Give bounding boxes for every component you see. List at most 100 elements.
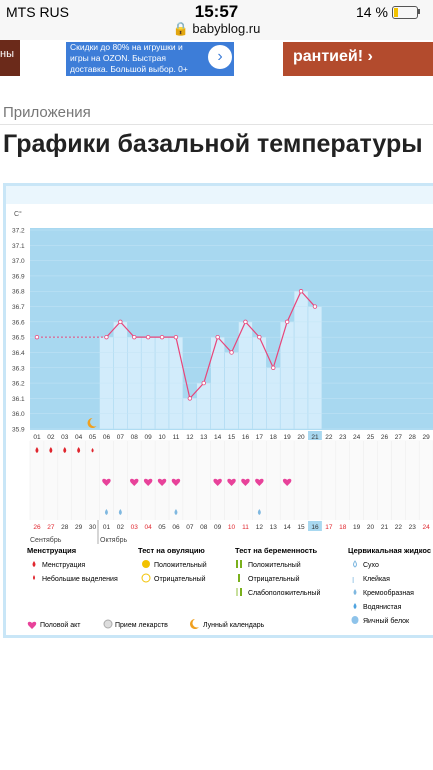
date-label: 15 (297, 524, 305, 531)
clock: 15:57 (194, 2, 239, 21)
x-tick-label: 14 (214, 434, 222, 441)
heart-icon (171, 478, 181, 486)
battery-icon (392, 6, 418, 19)
date-label: 28 (61, 524, 69, 531)
carrier-label: MTS RUS (6, 4, 69, 20)
y-tick-label: 36.7 (12, 304, 25, 311)
x-tick-label: 07 (117, 434, 125, 441)
x-tick-label: 09 (145, 434, 153, 441)
ad-right-text: рантией! › (293, 48, 373, 65)
heart-icon (282, 478, 292, 486)
temp-point (201, 380, 206, 386)
date-label: 19 (353, 524, 361, 531)
temp-bar (196, 382, 211, 430)
date-label: 22 (395, 524, 403, 531)
creamy-icon (174, 509, 178, 515)
blood-drop-icon (63, 447, 67, 453)
breadcrumb[interactable]: Приложения (3, 104, 91, 121)
dry-icon (353, 560, 357, 568)
x-tick-label: 02 (47, 434, 55, 441)
temp-point (34, 334, 40, 340)
divider (0, 124, 433, 125)
date-label: 08 (200, 524, 208, 531)
x-tick-label: 15 (228, 434, 236, 441)
x-tick-label: 27 (395, 434, 403, 441)
pregnancy-positive-icon (236, 560, 238, 568)
ad-left-banner[interactable]: ны (0, 40, 20, 76)
ovulation-positive-icon (142, 560, 150, 568)
x-tick-label: 11 (173, 434, 180, 441)
y-tick-label: 37.2 (12, 228, 25, 235)
unit-label: C° (14, 210, 22, 218)
legend-cervical-creamy: Кремообразная (363, 589, 414, 597)
heart-icon (143, 478, 153, 486)
legend-spotting: Небольшие выделения (42, 575, 118, 583)
x-tick-label: 10 (158, 434, 166, 441)
x-tick-label: 29 (423, 434, 431, 441)
ad-left-text: ны (0, 48, 14, 60)
egg-white-icon (351, 616, 359, 624)
battery-tip (418, 9, 420, 14)
month-october: Октябрь (100, 536, 127, 544)
address-bar[interactable]: 🔒 babyblog.ru (0, 21, 433, 37)
battery-percent: 14 % (356, 4, 388, 20)
heart-icon (130, 478, 139, 486)
x-tick-label: 28 (409, 434, 417, 441)
temp-point (229, 350, 234, 355)
blood-drop-icon (32, 561, 36, 567)
temp-point (215, 334, 220, 340)
y-tick-label: 36.2 (12, 381, 25, 388)
heart-icon (213, 478, 222, 486)
date-label: 03 (131, 524, 139, 531)
temp-point (257, 334, 262, 340)
y-tick-label: 36.8 (12, 289, 25, 296)
lock-icon: 🔒 (172, 21, 193, 36)
temp-bar (224, 352, 239, 430)
legend-pregnancy-faint: Слабоположительный (248, 589, 320, 597)
y-tick-label: 37.1 (12, 243, 25, 250)
date-label: 06 (172, 524, 180, 531)
date-label: 02 (117, 524, 125, 531)
creamy-icon (118, 509, 122, 515)
small-drop-icon (33, 575, 35, 580)
moon-icon (190, 619, 199, 630)
date-label: 13 (270, 524, 278, 531)
x-tick-label: 17 (256, 434, 264, 441)
temp-point (312, 304, 318, 309)
creamy-icon (104, 509, 108, 515)
date-label: 18 (339, 524, 347, 531)
x-tick-label: 23 (339, 434, 347, 441)
chevron-right-icon[interactable]: › (208, 45, 232, 69)
date-label: 17 (325, 524, 333, 531)
creamy-icon (353, 589, 357, 595)
heart-icon (157, 478, 167, 486)
legend-cervical-head: Цервикальная жидкос (348, 546, 431, 555)
x-tick-label: 08 (131, 434, 139, 441)
small-drop-icon (91, 448, 94, 453)
x-tick-label: 04 (75, 434, 83, 441)
blood-drop-icon (49, 447, 53, 453)
x-tick-label: 22 (325, 434, 333, 441)
y-tick-label: 35.9 (12, 427, 25, 434)
ad-ozon-banner[interactable]: Скидки до 80% на игрушки и игры на OZON.… (66, 42, 234, 76)
temp-point (159, 334, 165, 340)
legend-lunar: Лунный календарь (203, 621, 265, 629)
temp-point (187, 396, 193, 401)
x-tick-label: 26 (381, 434, 389, 441)
moon-icon (87, 418, 97, 428)
x-tick-label: 18 (270, 434, 278, 441)
legend-intercourse: Половой акт (40, 621, 81, 629)
date-label: 07 (186, 524, 194, 531)
x-tick-label: 19 (284, 434, 292, 441)
x-tick-label: 24 (353, 434, 361, 441)
y-tick-label: 36.9 (12, 273, 25, 280)
legend-medication: Прием лекарств (115, 622, 168, 629)
ad-right-banner[interactable]: рантией! › (283, 42, 433, 76)
date-label: 12 (256, 524, 264, 531)
creamy-icon (257, 509, 261, 515)
temp-point (118, 319, 123, 325)
legend-ovulation-positive: Положительный (154, 561, 207, 569)
temp-point (271, 365, 276, 370)
legend-pregnancy-head: Тест на беременность (235, 546, 318, 555)
